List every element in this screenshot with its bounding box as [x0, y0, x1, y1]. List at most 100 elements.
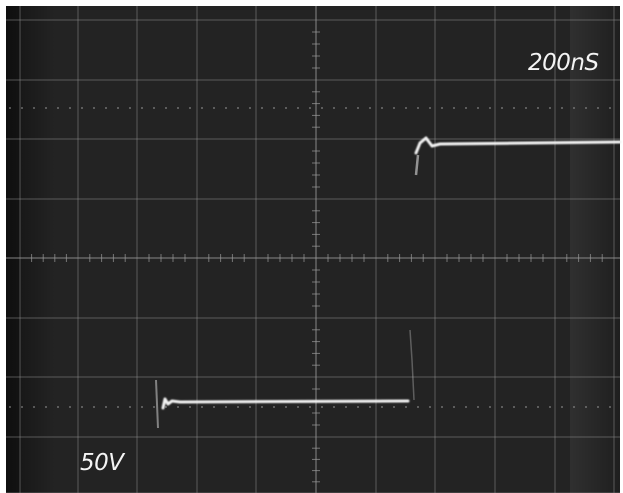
graticule-dot: [213, 107, 215, 109]
graticule-dot: [453, 107, 455, 109]
graticule-dot: [393, 406, 395, 408]
graticule-dot: [225, 107, 227, 109]
graticule-dot: [105, 107, 107, 109]
graticule-dot: [585, 107, 587, 109]
graticule-minor-ticks: [31, 31, 603, 483]
graticule-dot: [285, 406, 287, 408]
graticule-dot: [81, 107, 83, 109]
graticule-dot: [249, 107, 251, 109]
graticule-dot: [465, 107, 467, 109]
volts-per-div-readout: 50V: [80, 450, 124, 476]
trace-rising-edge: [409, 329, 415, 401]
graticule-dot: [153, 406, 155, 408]
graticule-dot: [597, 406, 599, 408]
graticule-dot: [189, 107, 191, 109]
graticule-center-axes: [6, 6, 620, 493]
graticule-dot: [93, 406, 95, 408]
graticule-dot: [357, 406, 359, 408]
graticule-dot: [141, 406, 143, 408]
waveform-trace: [18, 136, 622, 429]
graticule-dot: [189, 406, 191, 408]
graticule-dot: [309, 107, 311, 109]
graticule-dot: [441, 406, 443, 408]
graticule-dot: [417, 406, 419, 408]
trace-low-segment: [161, 397, 410, 410]
graticule-dot: [477, 406, 479, 408]
graticule-dot: [81, 406, 83, 408]
graticule-dot: [213, 406, 215, 408]
graticule-dot: [249, 406, 251, 408]
graticule-dot: [153, 107, 155, 109]
graticule-dot: [573, 107, 575, 109]
graticule-dot: [57, 406, 59, 408]
graticule-dot: [273, 406, 275, 408]
graticule-dot: [165, 406, 167, 408]
graticule-dot: [333, 406, 335, 408]
graticule-dot: [429, 107, 431, 109]
graticule-dot: [45, 406, 47, 408]
graticule-dot: [561, 406, 563, 408]
graticule-dot: [297, 107, 299, 109]
graticule-dot: [33, 406, 35, 408]
graticule-dot: [93, 107, 95, 109]
graticule-dot: [549, 107, 551, 109]
graticule-dot: [477, 107, 479, 109]
graticule-dot: [297, 406, 299, 408]
graticule-dot: [489, 406, 491, 408]
graticule-dot: [9, 406, 11, 408]
screen-vignette: [6, 6, 620, 493]
graticule-dot: [381, 107, 383, 109]
graticule-dot: [513, 107, 515, 109]
graticule-dot: [237, 107, 239, 109]
graticule-dot: [177, 406, 179, 408]
graticule-dot: [57, 107, 59, 109]
graticule-dot: [405, 107, 407, 109]
graticule-dot: [573, 406, 575, 408]
graticule-dot: [117, 406, 119, 408]
graticule-dot: [465, 406, 467, 408]
graticule-dot: [609, 406, 611, 408]
graticule-dot: [177, 107, 179, 109]
trace-overshoot: [414, 136, 622, 155]
trace-falling-edge: [155, 379, 159, 429]
trace-rising-edge-glow: [414, 154, 420, 176]
graticule-dot: [597, 107, 599, 109]
graticule-dot: [357, 107, 359, 109]
graticule-dot: [585, 406, 587, 408]
graticule-dot: [321, 406, 323, 408]
graticule-dot: [321, 107, 323, 109]
graticule-dot: [501, 406, 503, 408]
graticule-dotted-lines: [9, 107, 611, 408]
graticule-dot: [453, 406, 455, 408]
graticule-dot: [393, 107, 395, 109]
graticule-dot: [9, 107, 11, 109]
graticule-dot: [165, 107, 167, 109]
graticule-dot: [537, 107, 539, 109]
graticule-dot: [21, 406, 23, 408]
graticule-dot: [561, 107, 563, 109]
graticule-dot: [405, 406, 407, 408]
graticule-dot: [549, 406, 551, 408]
graticule-dot: [345, 107, 347, 109]
graticule-dot: [105, 406, 107, 408]
graticule-dot: [261, 107, 263, 109]
graticule-dot: [141, 107, 143, 109]
graticule-dot: [609, 107, 611, 109]
graticule-dot: [273, 107, 275, 109]
graticule-dot: [285, 107, 287, 109]
graticule-dot: [201, 107, 203, 109]
graticule-dot: [537, 406, 539, 408]
graticule-dot: [441, 107, 443, 109]
graticule: [6, 6, 620, 493]
graticule-dot: [45, 107, 47, 109]
graticule-dot: [525, 107, 527, 109]
graticule-dot: [381, 406, 383, 408]
graticule-dot: [69, 406, 71, 408]
graticule-dot: [69, 107, 71, 109]
graticule-dot: [513, 406, 515, 408]
graticule-dot: [501, 107, 503, 109]
graticule-dot: [417, 107, 419, 109]
graticule-dot: [129, 107, 131, 109]
graticule-dot: [129, 406, 131, 408]
